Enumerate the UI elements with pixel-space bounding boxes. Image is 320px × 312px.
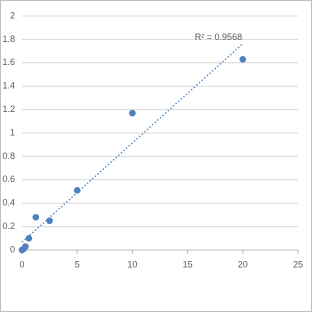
y-tick-label: 1.4: [2, 81, 15, 91]
data-point: [22, 243, 29, 250]
y-tick-label: 0: [10, 244, 15, 254]
y-tick-label: 1.6: [2, 57, 15, 67]
data-point: [32, 213, 40, 221]
y-tick-label: 0.6: [2, 174, 15, 184]
y-tick-label: 2: [10, 10, 15, 20]
x-tick-label: 25: [293, 259, 303, 269]
data-point: [239, 55, 247, 63]
trendline: [21, 43, 244, 243]
r-squared-label: R² = 0.9568: [195, 32, 242, 42]
x-tick-label: 5: [75, 259, 80, 269]
data-point: [46, 217, 53, 225]
data-point: [73, 187, 81, 194]
x-tick-label: 15: [183, 259, 193, 269]
data-point: [129, 109, 136, 117]
y-tick-label: 1: [10, 127, 15, 137]
y-tick-label: 0.4: [2, 198, 15, 208]
data-point: [25, 235, 33, 242]
chart: 00.20.40.60.811.21.41.61.820 5 10 15 20 25R² …: [0, 0, 312, 312]
y-tick-label: 1.2: [2, 104, 15, 114]
x-tick-label: 0: [19, 259, 24, 269]
y-tick-label: 1.8: [2, 34, 15, 44]
x-tick-label: 20: [238, 259, 248, 269]
y-tick-label: 0.8: [2, 151, 15, 161]
y-tick-label: 0.2: [2, 221, 15, 231]
x-tick-label: 10: [127, 259, 137, 269]
